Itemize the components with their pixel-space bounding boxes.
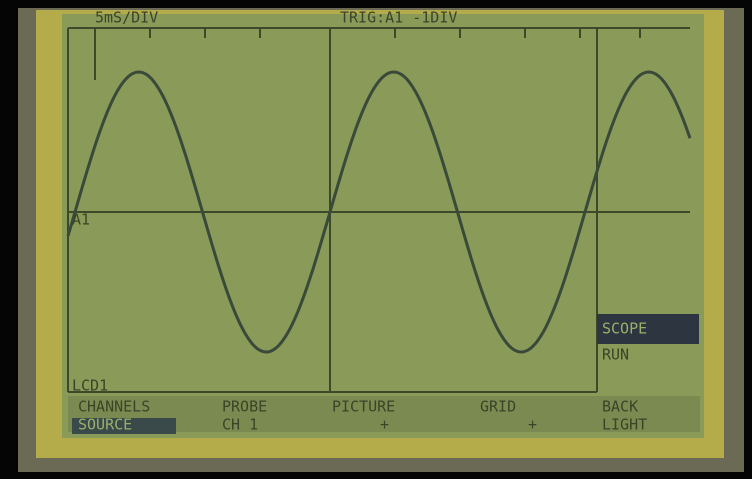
- menu-item-top[interactable]: PROBE: [222, 398, 267, 416]
- display-label: LCD1: [72, 377, 108, 395]
- menu-item-top[interactable]: PICTURE: [332, 398, 395, 416]
- timebase: 5mS/DIV: [95, 9, 158, 27]
- menu-item-top[interactable]: BACK: [602, 398, 638, 416]
- menu-item-bottom[interactable]: CH 1: [222, 416, 258, 434]
- oscilloscope-photo: 5mS/DIV TRIG:A1 -1DIV A1 LCD1 SCOPE RUN …: [0, 0, 752, 479]
- menu-item-bottom[interactable]: +: [528, 416, 537, 434]
- menu-item-bottom[interactable]: +: [380, 416, 389, 434]
- side-menu-item[interactable]: RUN: [602, 346, 629, 364]
- menu-item-bottom[interactable]: LIGHT: [602, 416, 647, 434]
- side-menu-item[interactable]: SCOPE: [602, 320, 647, 338]
- menu-item-top[interactable]: GRID: [480, 398, 516, 416]
- channel-marker: A1: [72, 211, 90, 229]
- trigger: TRIG:A1 -1DIV: [340, 9, 457, 27]
- page: 5mS/DIV TRIG:A1 -1DIV A1 LCD1 SCOPE RUN …: [0, 0, 752, 479]
- menu-item-top[interactable]: CHANNELS: [78, 398, 150, 416]
- menu-item-bottom[interactable]: SOURCE: [78, 416, 132, 434]
